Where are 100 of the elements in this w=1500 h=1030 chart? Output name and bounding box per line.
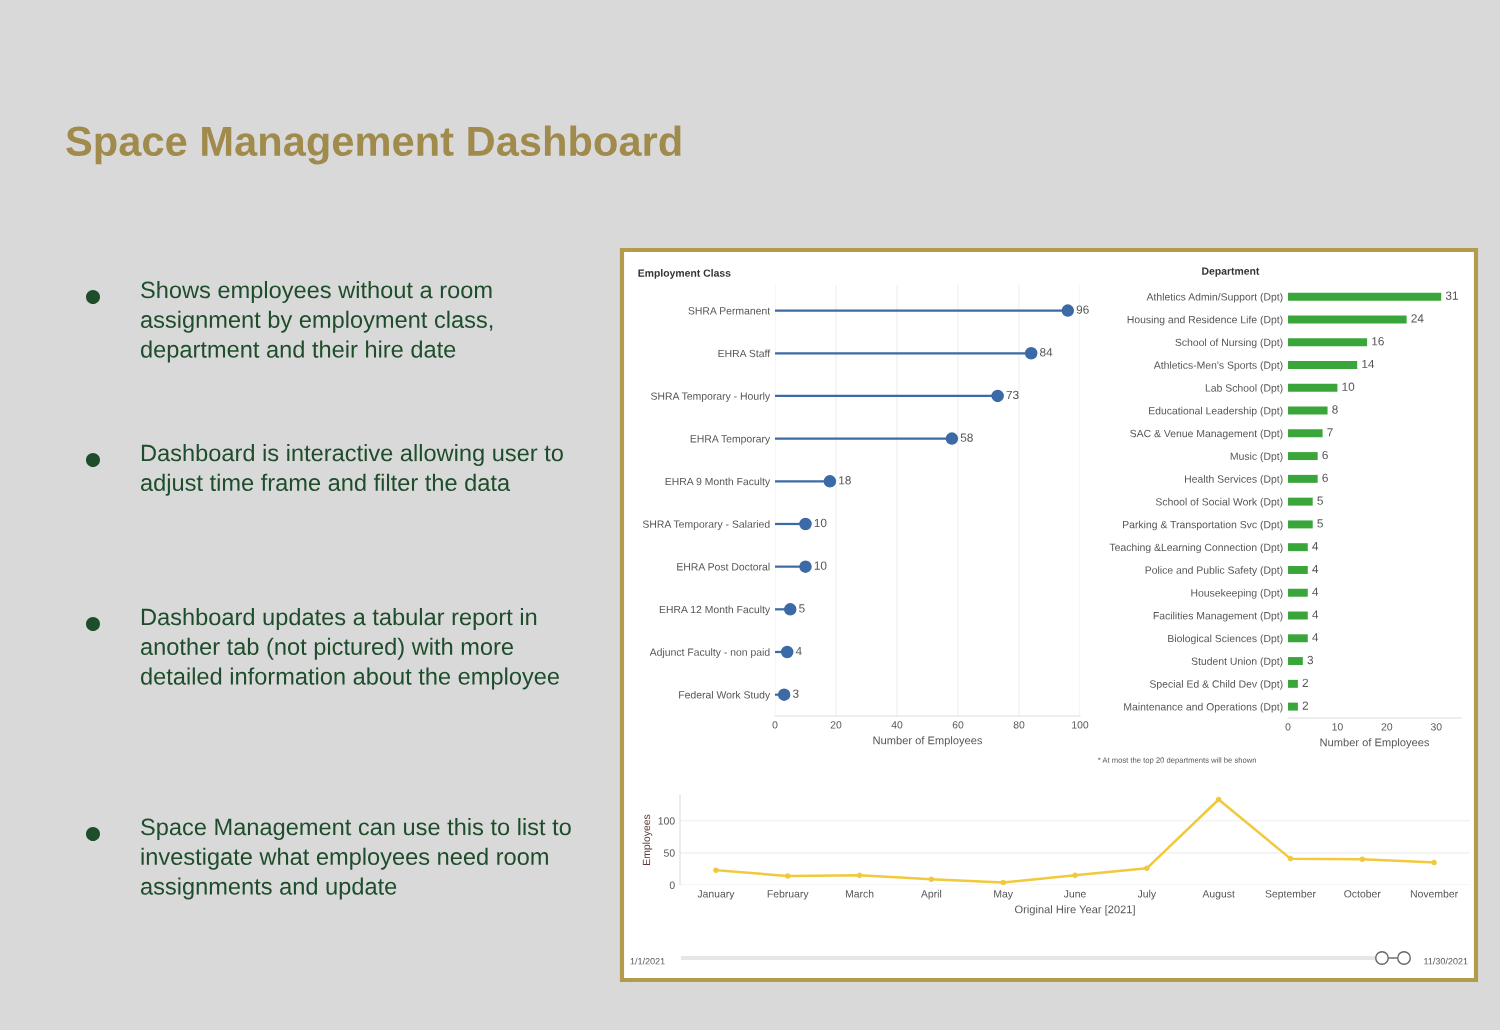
data-label: 10	[1342, 382, 1355, 391]
point	[1000, 879, 1006, 885]
text: Shows employees without a room assignment by employment class, department and their hire date	[140, 281, 493, 363]
x-tick-label: January	[697, 890, 735, 900]
x-tick-label: August	[1202, 890, 1235, 900]
data-label: 6	[1322, 450, 1328, 460]
text: Space Management Dashboard	[66, 125, 681, 165]
data-label: 2	[1302, 701, 1309, 710]
y-tick-label: Federal Work Study	[679, 690, 771, 701]
data-label: 5	[1317, 519, 1323, 528]
point	[713, 867, 719, 873]
point	[1144, 865, 1150, 872]
data-label: 24	[1411, 314, 1424, 323]
bar	[1288, 315, 1407, 324]
x-tick-label: September	[1265, 889, 1316, 900]
bar	[1288, 406, 1328, 415]
bar	[1288, 292, 1442, 301]
bar	[1288, 702, 1298, 711]
x-tick-label: 40	[891, 721, 903, 729]
x-axis-title: Number of Employees	[873, 736, 983, 747]
data-label: 5	[1317, 496, 1323, 505]
bar	[1288, 452, 1318, 461]
data-label: 16	[1372, 337, 1384, 346]
data-label: 31	[1445, 291, 1458, 300]
y-tick-label: 0	[669, 881, 675, 889]
data-label: 84	[1040, 348, 1053, 357]
bar	[1288, 679, 1298, 688]
y-tick-label: Student Union (Dpt)	[1191, 657, 1283, 667]
x-tick-label: 10	[1332, 723, 1343, 731]
x-tick-label: 30	[1430, 723, 1442, 731]
y-tick-label: School of Social Work (Dpt)	[1155, 497, 1283, 508]
bar	[1288, 338, 1368, 347]
y-tick-label: Biological Sciences (Dpt)	[1168, 634, 1283, 645]
bar	[1288, 383, 1338, 392]
y-tick-label: Athletics Admin/Support (Dpt)	[1146, 292, 1283, 303]
data-label: 3	[1307, 655, 1314, 665]
y-tick-label: 50	[663, 849, 675, 857]
y-tick-label: SHRA Temporary - Hourly	[650, 392, 771, 402]
y-tick-label: EHRA Staff	[718, 349, 771, 358]
point	[799, 517, 812, 531]
text: Employment Class	[638, 269, 731, 279]
point	[991, 389, 1004, 403]
y-axis-title: Employees	[642, 814, 653, 865]
data-label: 4	[1312, 633, 1319, 642]
point	[1215, 796, 1222, 803]
chart-title: Department	[1202, 267, 1260, 277]
y-tick-label: Lab School (Dpt)	[1205, 383, 1283, 394]
y-tick-label: EHRA Post Doctoral	[677, 562, 770, 571]
point	[1431, 859, 1437, 866]
y-tick-label: School of Nursing (Dpt)	[1175, 338, 1283, 349]
point	[784, 873, 791, 879]
data-label: 4	[1312, 564, 1319, 574]
x-tick-label: July	[1137, 889, 1157, 900]
x-tick-label: June	[1063, 890, 1086, 898]
x-tick-label: 20	[1381, 723, 1393, 731]
point	[799, 560, 812, 573]
y-tick-label: SAC & Venue Management (Dpt)	[1130, 429, 1283, 440]
bar	[1288, 474, 1318, 483]
data-label: 2	[1302, 678, 1309, 687]
y-tick-label: Educational Leadership (Dpt)	[1149, 406, 1283, 417]
point	[1061, 304, 1075, 317]
y-tick-label: Housekeeping (Dpt)	[1191, 588, 1283, 599]
point	[945, 432, 959, 445]
text: 1/1/2021	[630, 957, 665, 965]
x-axis-title: Original Hire Year [2021]	[1014, 905, 1135, 916]
bar	[1288, 361, 1358, 369]
bar	[1288, 634, 1308, 643]
y-tick-label: EHRA Temporary	[690, 435, 771, 445]
data-label: 96	[1076, 305, 1089, 314]
point	[1024, 347, 1038, 360]
data-label: 3	[792, 689, 799, 698]
y-tick-label: Maintenance and Operations (Dpt)	[1124, 702, 1283, 713]
y-tick-label: Adjunct Faculty - non paid	[649, 648, 770, 658]
y-tick-label: SHRA Permanent	[688, 307, 771, 315]
bar	[1288, 588, 1308, 597]
y-tick-label: Music (Dpt)	[1230, 452, 1283, 463]
x-tick-label: 0	[1285, 723, 1291, 731]
y-tick-label: 100	[658, 817, 675, 825]
data-label: 8	[1332, 405, 1338, 414]
y-tick-label: Police and Public Safety (Dpt)	[1145, 566, 1283, 576]
data-label: 10	[814, 518, 827, 528]
data-label: 73	[1006, 390, 1019, 400]
x-tick-label: 100	[1072, 721, 1089, 729]
bar	[1288, 657, 1303, 666]
y-tick-label: EHRA 12 Month Faculty	[659, 605, 771, 616]
x-tick-label: 0	[772, 721, 778, 729]
bar	[1288, 520, 1313, 529]
x-tick-label: October	[1344, 889, 1381, 898]
data-label: 4	[1312, 587, 1319, 596]
point	[1359, 856, 1366, 863]
y-tick-label: Housing and Residence Life (Dpt)	[1127, 315, 1283, 326]
bar	[1288, 429, 1323, 438]
bar	[1288, 565, 1308, 574]
x-tick-label: 80	[1013, 721, 1025, 729]
x-tick-label: 60	[952, 721, 964, 729]
y-tick-label: Health Services (Dpt)	[1185, 475, 1283, 485]
bar	[1288, 543, 1308, 552]
data-label: 5	[799, 604, 805, 613]
data-label: 58	[960, 433, 973, 442]
data-label: 4	[795, 646, 802, 656]
